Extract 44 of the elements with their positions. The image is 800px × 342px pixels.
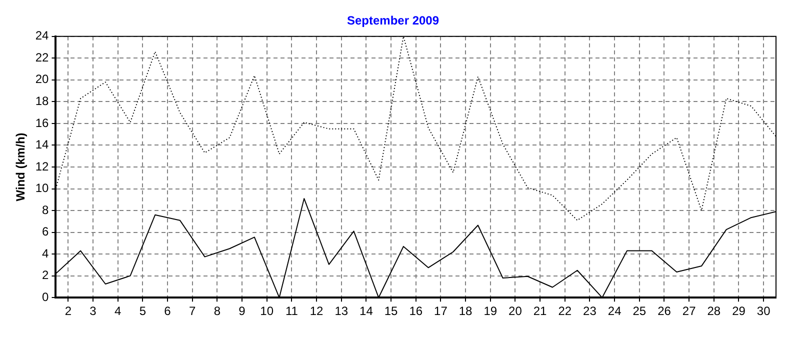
x-tick-label: 21 bbox=[533, 304, 548, 318]
x-tick-label: 5 bbox=[139, 304, 146, 318]
x-tick-label: 2 bbox=[64, 304, 72, 318]
x-tick-label: 26 bbox=[658, 304, 672, 318]
y-tick-label: 0 bbox=[42, 290, 50, 304]
x-tick-label: 27 bbox=[682, 304, 696, 318]
x-tick-label: 3 bbox=[90, 304, 97, 318]
x-tick-label: 18 bbox=[458, 304, 473, 318]
x-tick-label: 28 bbox=[707, 304, 721, 318]
y-tick-label: 18 bbox=[35, 94, 50, 108]
y-tick-label: 2 bbox=[42, 268, 50, 282]
y-axis-title: Wind (km/h) bbox=[14, 132, 28, 202]
x-tick-label: 20 bbox=[508, 304, 522, 318]
x-tick-label: 19 bbox=[484, 304, 498, 318]
y-tick-label: 8 bbox=[42, 202, 50, 217]
y-tick-label: 10 bbox=[35, 181, 50, 196]
x-tick-label: 30 bbox=[756, 304, 771, 318]
x-tick-label: 9 bbox=[238, 304, 246, 318]
x-tick-label: 6 bbox=[164, 304, 172, 318]
x-tick-label: 25 bbox=[632, 304, 646, 318]
x-tick-label: 16 bbox=[409, 304, 423, 318]
y-tick-label: 20 bbox=[35, 72, 50, 86]
x-tick-label: 11 bbox=[285, 304, 298, 318]
x-tick-label: 8 bbox=[214, 304, 221, 318]
y-tick-label: 14 bbox=[35, 138, 50, 152]
y-tick-label: 6 bbox=[42, 224, 50, 239]
y-tick-label: 22 bbox=[35, 50, 50, 64]
chart-title: September 2009 bbox=[346, 14, 440, 28]
y-tick-label: 16 bbox=[35, 116, 50, 130]
y-tick-label: 24 bbox=[35, 28, 50, 43]
x-tick-label: 10 bbox=[260, 304, 274, 318]
x-tick-label: 22 bbox=[558, 304, 572, 318]
x-tick-label: 17 bbox=[434, 304, 448, 318]
x-tick-label: 12 bbox=[310, 304, 324, 318]
x-tick-label: 7 bbox=[189, 304, 196, 318]
x-tick-label: 29 bbox=[732, 304, 746, 318]
x-tick-label: 15 bbox=[384, 304, 398, 318]
y-tick-label: 12 bbox=[35, 159, 50, 174]
y-tick-label: 4 bbox=[42, 246, 50, 260]
x-tick-label: 23 bbox=[583, 304, 597, 318]
x-tick-label: 13 bbox=[334, 304, 348, 318]
x-tick-label: 14 bbox=[360, 304, 374, 318]
x-tick-label: 4 bbox=[114, 304, 122, 318]
x-tick-label: 24 bbox=[608, 304, 622, 318]
